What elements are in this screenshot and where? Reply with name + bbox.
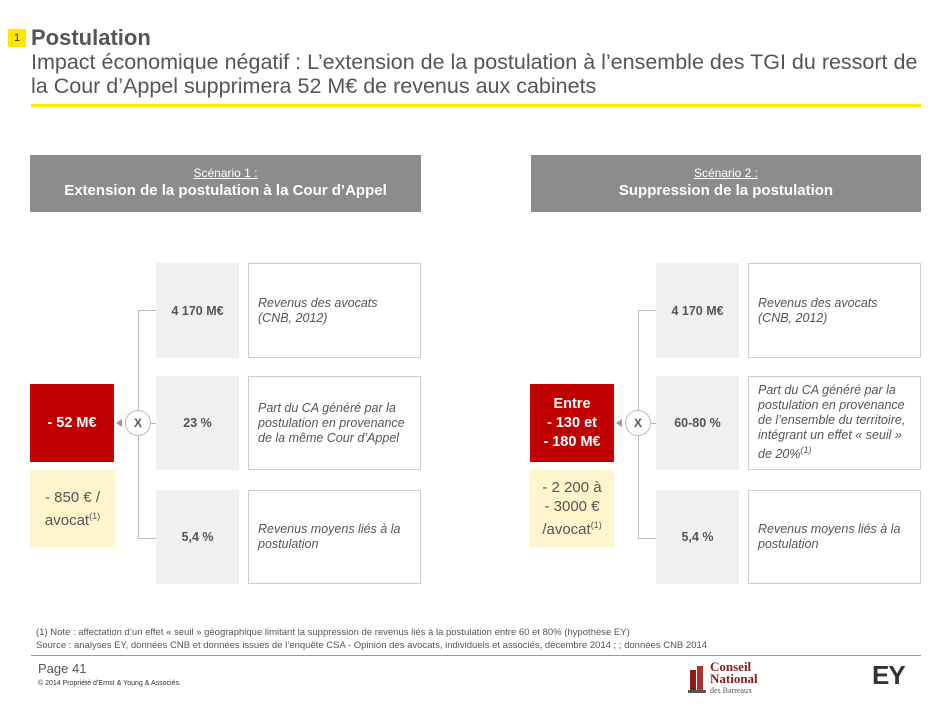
scenario2-value-revenue: 4 170 M€ — [656, 263, 739, 358]
scenario1-value-share: 23 % — [156, 376, 239, 470]
desc-text: Part du CA généré par la postulation en … — [258, 400, 405, 445]
scenario1-connector-bottom — [138, 538, 156, 539]
scenario1-desc-avg: Revenus moyens liés à la postulation — [248, 490, 421, 584]
desc-text: Revenus moyens liés à la postulation — [758, 522, 901, 551]
scenario2-connector-top — [638, 310, 656, 311]
desc-text: Revenus des avocats (CNB, 2012) — [758, 295, 878, 325]
copyright: © 2014 Propriété d’Ernst & Young & Assoc… — [38, 680, 181, 687]
scenario1-connector-top — [138, 310, 156, 311]
scenario2-per-lawyer-line1: - 2 200 à — [542, 479, 602, 496]
cnb-emblem-icon — [688, 666, 706, 693]
scenario2-per-lawyer-line2: - 3000 € — [544, 498, 600, 515]
page-title: Postulation — [31, 25, 151, 50]
multiply-operator: X — [625, 410, 651, 436]
scenario2-result-line1: Entre — [553, 395, 591, 412]
scenario2-result-line3: - 180 M€ — [543, 433, 601, 450]
cnb-line3: des Barreaux — [710, 686, 752, 695]
arrow-left-icon — [616, 419, 622, 427]
scenario2-label: Scénario 2 : — [693, 166, 759, 180]
scenario2-desc-avg: Revenus moyens liés à la postulation — [748, 490, 921, 584]
cnb-line1: Conseil — [710, 659, 752, 674]
cnb-logo: Conseil National des Barreaux — [686, 660, 776, 698]
scenario1-value-revenue: 4 170 M€ — [156, 263, 239, 358]
scenario2-per-lawyer: - 2 200 à - 3000 € /avocat(1) — [530, 470, 614, 547]
scenario2-connector-bottom — [638, 538, 656, 539]
scenario2-result-line2: - 130 et — [547, 414, 597, 431]
desc-text: Part du CA généré par la postulation en … — [758, 383, 906, 462]
scenario1-desc-share: Part du CA généré par la postulation en … — [248, 376, 421, 470]
scenario1-connector-mid — [150, 423, 156, 424]
arrow-left-icon — [116, 419, 122, 427]
scenario1-label: Scénario 1 : — [193, 166, 258, 180]
scenario1-per-lawyer-text: - 850 € / avocat — [44, 488, 101, 529]
scenario2-desc-share: Part du CA généré par la postulation en … — [748, 376, 921, 470]
scenario1-result: - 52 M€ — [30, 384, 114, 462]
footer-divider — [31, 655, 921, 656]
scenario1-desc-revenue: Revenus des avocats (CNB, 2012) — [248, 263, 421, 358]
ey-logo: EY — [872, 660, 906, 690]
cnb-line2: National — [710, 671, 758, 686]
scenario2-title: Suppression de la postulation — [618, 182, 834, 199]
page-number: Page 41 — [38, 661, 87, 676]
scenario2-value-share: 60-80 % — [656, 376, 739, 470]
multiply-operator: X — [125, 410, 151, 436]
scenario2-per-lawyer-line3: /avocat — [542, 521, 591, 538]
scenario2-header: Scénario 2 : Suppression de la postulati… — [531, 155, 921, 212]
footnote-ref: (1) — [800, 445, 812, 456]
scenario2-result: Entre - 130 et - 180 M€ — [530, 384, 614, 462]
scenario1-title: Extension de la postulation à la Cour d’… — [64, 182, 387, 199]
scenario1-per-lawyer: - 850 € / avocat(1) — [30, 470, 115, 547]
footnote: (1) Note : affectation d’un effet « seui… — [36, 627, 630, 638]
page-subtitle: Impact économique négatif : L’extension … — [31, 50, 918, 98]
scenario2-connector-mid — [650, 423, 656, 424]
desc-text: Revenus moyens liés à la postulation — [258, 522, 401, 551]
scenario2-desc-revenue: Revenus des avocats (CNB, 2012) — [748, 263, 921, 358]
scenario1-header: Scénario 1 : Extension de la postulation… — [30, 155, 421, 212]
source-note: Source : analyses EY, données CNB et don… — [36, 640, 708, 651]
scenario2-value-avg: 5,4 % — [656, 490, 739, 584]
title-divider — [31, 104, 921, 107]
section-badge: 1 — [8, 29, 26, 47]
footnote-ref: (1) — [590, 520, 602, 530]
desc-text: Revenus des avocats (CNB, 2012) — [258, 295, 378, 325]
scenario1-value-avg: 5,4 % — [156, 490, 239, 584]
footnote-ref: (1) — [89, 510, 101, 521]
